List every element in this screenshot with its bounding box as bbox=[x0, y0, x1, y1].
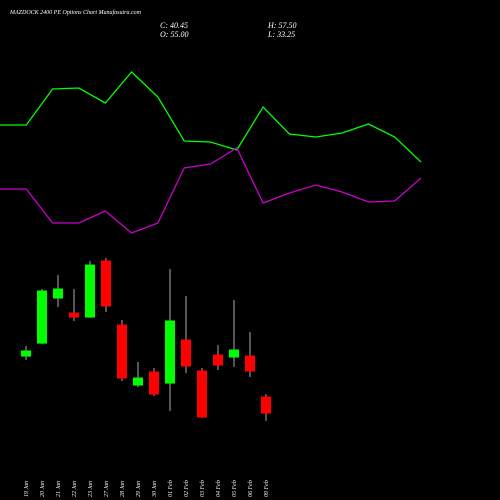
candle-body bbox=[85, 264, 95, 318]
indicator-line bbox=[0, 147, 422, 234]
x-tick-label: 21 Jan bbox=[56, 481, 62, 497]
candle-body bbox=[229, 349, 239, 358]
indicator-line bbox=[0, 71, 422, 163]
candle-body bbox=[133, 377, 143, 386]
high-label: H: 57.50 bbox=[267, 21, 296, 30]
low-label: L: 33.25 bbox=[267, 30, 295, 39]
candle-body bbox=[53, 288, 63, 299]
candle-body bbox=[69, 312, 79, 318]
candle-body bbox=[117, 324, 127, 379]
x-tick-label: 03 Feb bbox=[200, 480, 206, 497]
candle-body bbox=[37, 290, 47, 344]
x-tick-label: 23 Jan bbox=[88, 481, 94, 497]
x-tick-label: 09 Feb bbox=[264, 480, 270, 497]
x-tick-label: 19 Jan bbox=[24, 481, 30, 497]
x-tick-label: 28 Jan bbox=[120, 481, 126, 497]
chart-title: MAZDOCK 2400 PE Options Chart Munafasutr… bbox=[9, 9, 142, 16]
x-tick-label: 30 Jan bbox=[152, 481, 158, 498]
candle-body bbox=[101, 260, 111, 307]
candle-body bbox=[21, 350, 31, 357]
close-label: C: 40.45 bbox=[160, 21, 188, 30]
candle-body bbox=[213, 354, 223, 366]
x-tick-label: 04 Feb bbox=[215, 480, 222, 497]
x-tick-label: 27 Jan bbox=[104, 481, 110, 497]
x-tick-label: 02 Feb bbox=[184, 480, 190, 497]
x-tick-label: 06 Feb bbox=[248, 480, 254, 497]
candle-body bbox=[181, 339, 191, 367]
candle-body bbox=[149, 371, 159, 395]
x-tick-label: 05 Feb bbox=[232, 480, 238, 497]
candle-body bbox=[261, 396, 271, 414]
candle-body bbox=[165, 320, 175, 384]
x-tick-label: 01 Feb bbox=[168, 480, 174, 497]
x-tick-label: 29 Jan bbox=[136, 481, 142, 497]
open-label: O: 55.00 bbox=[160, 30, 188, 39]
candle-body bbox=[197, 370, 207, 418]
x-tick-label: 22 Jan bbox=[72, 481, 78, 497]
x-tick-label: 20 Jan bbox=[40, 481, 46, 497]
candle-body bbox=[245, 355, 255, 372]
